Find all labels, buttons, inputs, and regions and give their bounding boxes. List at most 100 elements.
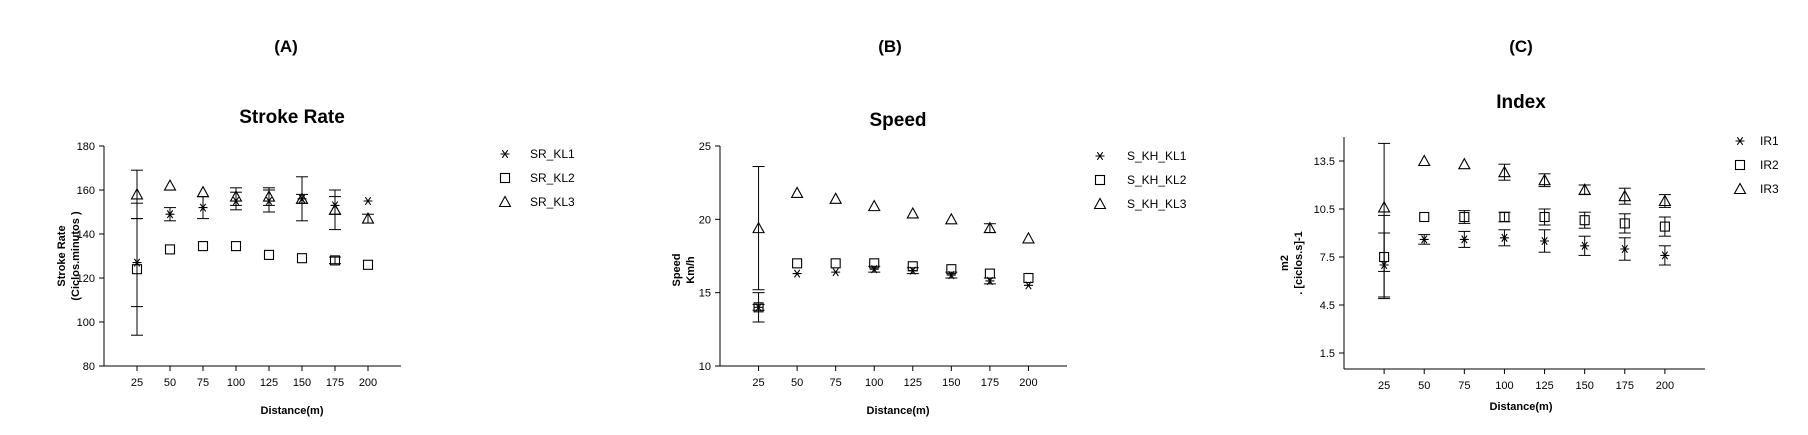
data-point [790,186,804,198]
legend-label: S_KH_KL3 [1127,197,1187,211]
data-point [906,206,920,219]
data-point [197,241,209,252]
x-tick-label: 25 [1378,380,1390,392]
y-tick-label: 100 [77,317,95,329]
data-point [1023,272,1034,284]
y-tick-label: 180 [77,141,95,153]
data-point [831,267,841,277]
data-point [1538,173,1551,186]
legend-marker-square [499,172,511,184]
x-axis-label: Distance(m) [1490,401,1553,413]
y-tick-label: 10.5 [1314,204,1335,216]
data-point [329,255,341,266]
panel-c: (C) Index Distance(m) m2 . [ciclos.s]-1 … [1279,37,1779,413]
legend-marker-triangle [1733,182,1747,195]
data-point [1499,233,1509,242]
data-point [1377,200,1391,213]
y-tick-label: 15 [699,288,711,300]
x-tick-label: 50 [164,377,176,389]
data-point [1540,236,1550,246]
data-point [1580,241,1590,250]
data-point [792,269,802,278]
panel-label: (A) [274,37,298,56]
legend-label: IR3 [1760,182,1779,196]
x-tick-label: 100 [227,377,245,389]
x-tick-label: 75 [1458,380,1470,392]
y-tick-label: 160 [77,185,95,197]
y-tick-label: 80 [83,361,95,373]
plot-area: 10 15 20 25 25 50 75 100 125 150 175 200 [699,141,1067,389]
legend-label: SR_KL1 [530,147,575,161]
data-point [130,187,144,200]
y-axis-label-line1: m2 [1279,255,1291,271]
y-tick-label: 1.5 [1320,348,1335,360]
x-tick-label: 150 [293,377,311,389]
legend-marker-star [1095,151,1105,161]
legend-marker-star [500,149,510,159]
series-IR1 [1378,229,1671,298]
y-tick-label: 4.5 [1320,300,1335,312]
y-axis-label-line2: Km/h [685,256,697,284]
y-axis-label-line2: . [ciclos.s]-1 [1293,231,1305,295]
legend-label: S_KH_KL1 [1127,149,1187,163]
panel-b: (B) Speed Distance(m) Speed Km/h 10 15 20 2… [671,37,1187,417]
panel-a: (A) Stroke Rate Distance(m) Stroke Rate … [56,37,575,417]
chart-title: Index [1496,92,1546,113]
data-point [1417,154,1431,167]
data-point [829,192,843,204]
data-point [946,264,957,275]
x-tick-label: 175 [326,377,344,389]
data-point [1619,218,1630,229]
plot-area: 80 100 120 140 160 180 25 50 75 100 125 150 175 200 [77,141,401,389]
data-point [867,199,881,212]
legend: IR1 IR2 IR3 [1733,134,1779,196]
series-S_KH_KL3 [752,166,1035,291]
legend-marker-star [1735,136,1745,146]
x-tick-label: 125 [1535,380,1553,392]
legend-marker-square [1094,174,1106,186]
series-IR2 [1378,208,1671,300]
x-tick-label: 200 [1019,377,1037,389]
y-axis-label-line1: Stroke Rate [56,225,68,286]
data-point [328,203,342,215]
data-point [163,178,177,191]
data-point [362,259,374,270]
data-point [792,258,803,269]
legend-label: S_KH_KL2 [1127,173,1187,187]
data-point [983,221,997,234]
data-point [229,189,243,202]
data-point [1660,251,1670,260]
legend-marker-triangle [1093,197,1107,210]
series-S_KH_KL1 [752,265,1033,323]
data-point [1459,235,1469,244]
data-point [869,258,880,269]
x-tick-label: 75 [197,377,209,389]
y-tick-label: 13.5 [1314,156,1335,168]
x-tick-label: 100 [865,377,883,389]
data-point [1620,244,1630,254]
x-tick-label: 200 [1656,380,1674,392]
legend-label: SR_KL3 [530,195,575,209]
x-tick-label: 150 [1575,380,1593,392]
series-IR3 [1377,142,1672,272]
data-point [196,185,210,198]
data-point [830,258,841,269]
data-point [263,249,275,260]
data-point [131,264,143,275]
data-point [1578,183,1592,195]
data-point [907,261,918,272]
x-tick-label: 100 [1495,380,1513,392]
y-tick-label: 120 [77,273,95,285]
legend-label: SR_KL2 [530,171,575,185]
y-tick-label: 25 [699,141,711,153]
data-point [230,241,242,252]
x-tick-label: 75 [830,377,842,389]
data-point [1659,221,1670,232]
data-point [944,212,958,225]
chart-title: Speed [869,110,926,131]
data-point [361,211,375,224]
x-tick-label: 50 [1418,380,1430,392]
y-tick-label: 20 [699,214,711,226]
series-SR_KL2 [131,202,374,336]
y-axis-label-line1: Speed [671,253,683,286]
